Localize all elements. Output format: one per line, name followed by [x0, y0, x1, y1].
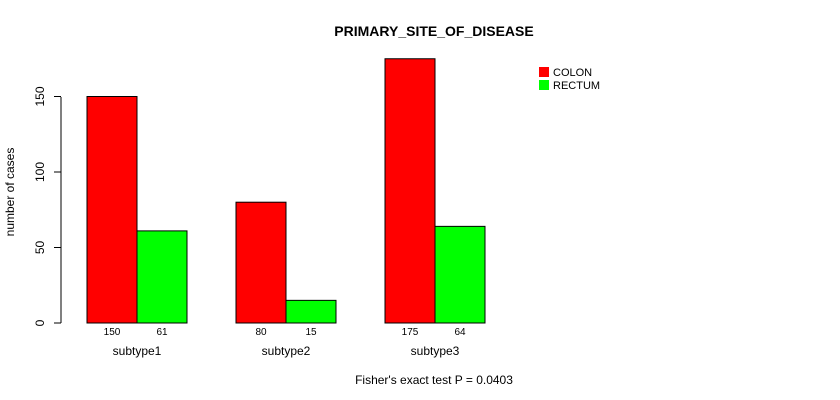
category-label-subtype2: subtype2 — [262, 344, 311, 358]
y-ticks: 0 50 100 150 — [33, 86, 61, 326]
chart-title: PRIMARY_SITE_OF_DISEASE — [334, 23, 533, 39]
category-label-subtype3: subtype3 — [411, 344, 460, 358]
y-axis-title: number of cases — [3, 148, 17, 237]
legend-swatch-colon — [539, 67, 549, 77]
fisher-test-footer: Fisher's exact test P = 0.0403 — [355, 373, 513, 387]
bar-value-label-subtype2-colon: 80 — [255, 327, 267, 338]
legend-label-colon: COLON — [553, 67, 592, 79]
bar-subtype2-colon — [235, 201, 287, 324]
bars — [86, 58, 486, 324]
bar-subtype1-colon — [86, 96, 138, 324]
bar-value-label-subtype1-rectum: 61 — [156, 327, 168, 338]
y-axis: 0 50 100 150 — [33, 86, 62, 326]
bar-subtype2-rectum — [285, 299, 337, 324]
legend-label-rectum: RECTUM — [553, 80, 600, 92]
bar-value-labels: 150 61 80 15 175 64 — [104, 327, 466, 338]
y-tick-label-150: 150 — [33, 86, 47, 106]
category-labels: subtype1 subtype2 subtype3 — [113, 344, 460, 358]
y-tick-label-50: 50 — [33, 241, 47, 255]
bar-value-label-subtype1-colon: 150 — [104, 327, 121, 338]
bar-subtype1-rectum — [136, 230, 188, 324]
bar-value-label-subtype3-rectum: 64 — [454, 327, 466, 338]
bar-subtype3-rectum — [434, 225, 486, 324]
legend-swatch-rectum — [539, 80, 549, 90]
bar-value-label-subtype2-rectum: 15 — [305, 327, 317, 338]
y-tick-label-0: 0 — [33, 319, 47, 326]
category-label-subtype1: subtype1 — [113, 344, 162, 358]
bar-subtype3-colon — [384, 58, 436, 324]
y-tick-label-100: 100 — [33, 162, 47, 182]
bar-value-label-subtype3-colon: 175 — [402, 327, 419, 338]
